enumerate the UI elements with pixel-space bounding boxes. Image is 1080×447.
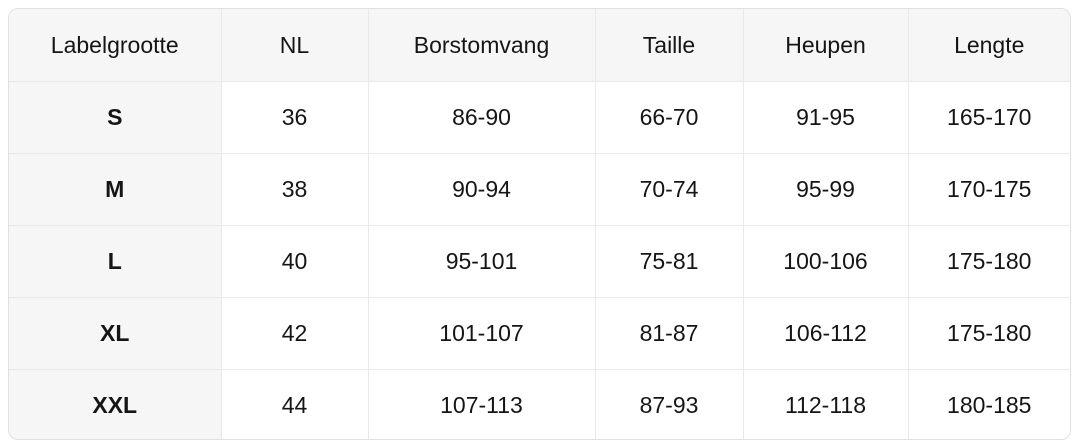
table-cell: 70-74 <box>594 153 744 226</box>
size-chart-card: Labelgrootte NL Borstomvang Taille Heupe… <box>8 8 1071 440</box>
column-header-nl: NL <box>220 9 369 82</box>
table-cell: 101-107 <box>367 297 596 370</box>
table-body: S 36 86-90 66-70 91-95 165-170 M 38 90-9… <box>9 81 1070 439</box>
table-cell: 66-70 <box>594 81 744 154</box>
table-cell: 42 <box>220 297 369 370</box>
table-cell: 87-93 <box>594 369 744 439</box>
table-cell: 106-112 <box>742 297 909 370</box>
table-cell: 107-113 <box>367 369 596 439</box>
table-cell: 91-95 <box>742 81 909 154</box>
row-label-cell: XXL <box>9 369 222 439</box>
table-header: Labelgrootte NL Borstomvang Taille Heupe… <box>9 9 1070 82</box>
column-header-borstomvang: Borstomvang <box>367 9 596 82</box>
header-row: Labelgrootte NL Borstomvang Taille Heupe… <box>9 9 1070 82</box>
table-cell: 95-99 <box>742 153 909 226</box>
table-cell: 175-180 <box>907 297 1070 370</box>
row-label-cell: L <box>9 225 222 298</box>
row-label-cell: XL <box>9 297 222 370</box>
column-header-labelgrootte: Labelgrootte <box>9 9 222 82</box>
table-cell: 90-94 <box>367 153 596 226</box>
table-cell: 36 <box>220 81 369 154</box>
table-cell: 175-180 <box>907 225 1070 298</box>
table-cell: 38 <box>220 153 369 226</box>
table-cell: 75-81 <box>594 225 744 298</box>
table-row-l: L 40 95-101 75-81 100-106 175-180 <box>9 225 1070 298</box>
table-row-xl: XL 42 101-107 81-87 106-112 175-180 <box>9 297 1070 370</box>
row-label-cell: M <box>9 153 222 226</box>
table-cell: 165-170 <box>907 81 1070 154</box>
size-chart-table: Labelgrootte NL Borstomvang Taille Heupe… <box>9 9 1070 439</box>
table-cell: 95-101 <box>367 225 596 298</box>
table-row-xxl: XXL 44 107-113 87-93 112-118 180-185 <box>9 369 1070 439</box>
table-cell: 112-118 <box>742 369 909 439</box>
column-header-lengte: Lengte <box>907 9 1070 82</box>
table-cell: 86-90 <box>367 81 596 154</box>
column-header-heupen: Heupen <box>742 9 909 82</box>
table-cell: 170-175 <box>907 153 1070 226</box>
column-header-taille: Taille <box>594 9 744 82</box>
table-cell: 44 <box>220 369 369 439</box>
table-cell: 180-185 <box>907 369 1070 439</box>
table-row-s: S 36 86-90 66-70 91-95 165-170 <box>9 81 1070 154</box>
row-label-cell: S <box>9 81 222 154</box>
table-cell: 81-87 <box>594 297 744 370</box>
table-cell: 40 <box>220 225 369 298</box>
table-cell: 100-106 <box>742 225 909 298</box>
table-row-m: M 38 90-94 70-74 95-99 170-175 <box>9 153 1070 226</box>
